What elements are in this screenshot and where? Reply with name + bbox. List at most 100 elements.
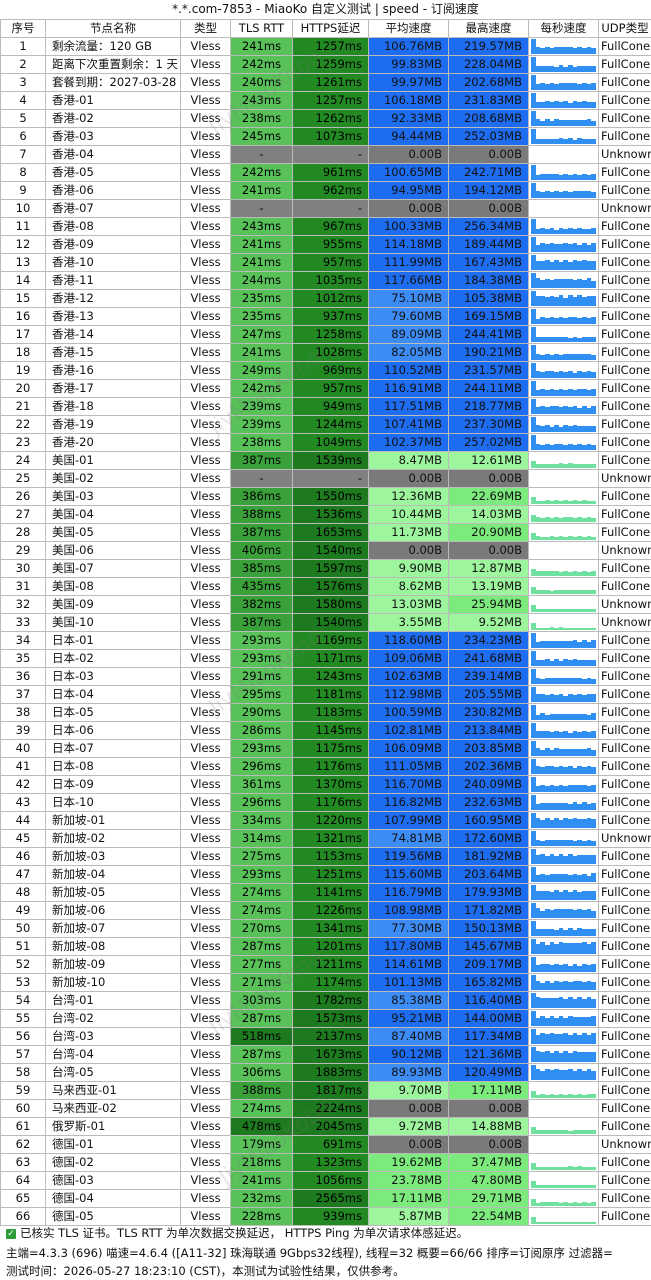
col-header-type[interactable]: 类型: [180, 19, 231, 38]
table-row[interactable]: 10 香港-07 Vless - -0.00B 0.00B Unknown: [0, 199, 651, 218]
table-row[interactable]: 4 香港-01 Vless 243ms 1257ms 106.18MB 231.83MB Fu…: [0, 91, 651, 110]
table-row[interactable]: 15 香港-12 Vless 235ms 1012ms 75.10MB 105.38MB Fu…: [0, 289, 651, 308]
sparkline-bar: [577, 536, 583, 540]
table-row[interactable]: 62 德国-01 Vless 179ms 691ms 0.00B 0.00B Unknown: [0, 1135, 651, 1154]
table-row[interactable]: 17 香港-14 Vless 247ms 1258ms 89.09MB 244.41MB Fu…: [0, 325, 651, 344]
sparkline-bar: [544, 840, 550, 846]
table-row[interactable]: 21 香港-18 Vless 239ms 949ms 117.51MB 218.77MB Fu…: [0, 397, 651, 416]
table-row[interactable]: 54 台湾-01 Vless 303ms 1782ms 85.38MB 116.40MB Fu…: [0, 991, 651, 1010]
col-header-udp[interactable]: UDP类型: [598, 19, 651, 38]
table-row[interactable]: 55 台湾-02 Vless 287ms 1573ms 95.21MB 144.00MB Fu…: [0, 1009, 651, 1028]
cell-node-name: 日本-01: [45, 631, 181, 650]
col-header-max[interactable]: 最高速度: [448, 19, 529, 38]
table-row[interactable]: 11 香港-08 Vless 243ms 967ms 100.33MB 256.34MB Fu…: [0, 217, 651, 236]
table-row[interactable]: 27 美国-04 Vless 388ms 1536ms 10.44MB 14.03MB Ful…: [0, 505, 651, 524]
table-row[interactable]: 44 新加坡-01 Vless 334ms 1220ms 107.99MB 160.95MB…: [0, 811, 651, 830]
table-row[interactable]: 61 俄罗斯-01 Vless 478ms 2045ms 9.72MB 14.88MB Ful…: [0, 1117, 651, 1136]
table-row[interactable]: 30 美国-07 Vless 385ms 1597ms 9.90MB 12.87MB Full…: [0, 559, 651, 578]
table-row[interactable]: 31 美国-08 Vless 435ms 1576ms 8.62MB 13.19MB Full…: [0, 577, 651, 596]
table-row[interactable]: 59 马来西亚-01 Vless 388ms 1817ms 9.70MB 17.11MB Fu…: [0, 1081, 651, 1100]
table-row[interactable]: 60 马来西亚-02 Vless 274ms 2224ms 0.00B 0.00B FullC…: [0, 1099, 651, 1118]
sparkline-bar: [591, 337, 596, 342]
table-row[interactable]: 37 日本-04 Vless 295ms 1181ms 112.98MB 205.55MB F…: [0, 685, 651, 704]
table-row[interactable]: 7 香港-04 Vless - -0.00B 0.00B Unknown: [0, 145, 651, 164]
table-row[interactable]: 34 日本-01 Vless 293ms 1169ms 118.60MB 234.23MB F…: [0, 631, 651, 650]
table-row[interactable]: 52 新加坡-09 Vless 277ms 1211ms 114.61MB 209.17MB…: [0, 955, 651, 974]
table-row[interactable]: 29 美国-06 Vless 406ms 1540ms 0.00B 0.00B Unknown: [0, 541, 651, 560]
table-row[interactable]: 32 美国-09 Vless 382ms 1580ms 13.03MB 25.94MB Unk…: [0, 595, 651, 614]
table-row[interactable]: 53 新加坡-10 Vless 271ms 1174ms 101.13MB 165.82MB…: [0, 973, 651, 992]
table-row[interactable]: 14 香港-11 Vless 244ms 1035ms 117.66MB 184.38MB F…: [0, 271, 651, 290]
table-row[interactable]: 43 日本-10 Vless 296ms 1176ms 116.82MB 232.63MB F…: [0, 793, 651, 812]
sparkline-bar: [558, 840, 564, 846]
table-row[interactable]: 20 香港-17 Vless 242ms 957ms 116.91MB 244.11MB Fu…: [0, 379, 651, 398]
table-row[interactable]: 51 新加坡-08 Vless 287ms 1201ms 117.80MB 145.67MB…: [0, 937, 651, 956]
table-row[interactable]: 64 德国-03 Vless 241ms 1056ms 23.78MB 47.80MB Ful…: [0, 1171, 651, 1190]
table-row[interactable]: 33 美国-10 Vless 387ms 1540ms 3.55MB 9.52MB Unkno…: [0, 613, 651, 632]
table-row[interactable]: 13 香港-10 Vless 241ms 957ms 111.99MB 167.43MB Fu…: [0, 253, 651, 272]
table-row[interactable]: 56 台湾-03 Vless 518ms 2137ms 87.40MB 117.34MB Fu…: [0, 1027, 651, 1046]
cell-https-latency: 1597ms: [292, 559, 369, 578]
table-row[interactable]: 38 日本-05 Vless 290ms 1183ms 100.59MB 230.82MB F…: [0, 703, 651, 722]
table-row[interactable]: 63 德国-02 Vless 218ms 1323ms 19.62MB 37.47MB Ful…: [0, 1153, 651, 1172]
table-row[interactable]: 45 新加坡-02 Vless 314ms 1321ms 74.81MB 172.60MB U…: [0, 829, 651, 848]
table-row[interactable]: 3 套餐到期：2027-03-28 Vless 240ms 1261ms 99.97MB 2…: [0, 73, 651, 92]
table-row[interactable]: 9 香港-06 Vless 241ms 962ms 94.95MB 194.12MB Full…: [0, 181, 651, 200]
table-row[interactable]: 57 台湾-04 Vless 287ms 1673ms 90.12MB 121.36MB Fu…: [0, 1045, 651, 1064]
table-row[interactable]: 5 香港-02 Vless 238ms 1262ms 92.33MB 208.68MB Ful…: [0, 109, 651, 128]
cell-tls-rtt: 382ms: [230, 595, 293, 614]
cell-type: Vless: [180, 991, 231, 1010]
col-header-https[interactable]: HTTPS延迟: [292, 19, 369, 38]
table-row[interactable]: 41 日本-08 Vless 296ms 1176ms 111.05MB 202.36MB F…: [0, 757, 651, 776]
cell-per-second-sparkline: [528, 37, 599, 56]
sparkline-bar: [577, 389, 583, 396]
table-row[interactable]: 39 日本-06 Vless 286ms 1145ms 102.81MB 213.84MB F…: [0, 721, 651, 740]
cell-max-speed: 242.71MB: [448, 163, 529, 182]
table-row[interactable]: 42 日本-09 Vless 361ms 1370ms 116.70MB 240.09MB F…: [0, 775, 651, 794]
table-row[interactable]: 23 香港-20 Vless 238ms 1049ms 102.37MB 257.02MB F…: [0, 433, 651, 452]
table-row[interactable]: 48 新加坡-05 Vless 274ms 1141ms 116.79MB 179.93MB…: [0, 883, 651, 902]
cell-node-name: 日本-08: [45, 757, 181, 776]
table-row[interactable]: 36 日本-03 Vless 291ms 1243ms 102.63MB 239.14MB F…: [0, 667, 651, 686]
cell-udp-type: FullCone: [598, 37, 651, 56]
table-row[interactable]: 8 香港-05 Vless 242ms 961ms 100.65MB 242.71MB Ful…: [0, 163, 651, 182]
col-header-name[interactable]: 节点名称: [45, 19, 181, 38]
table-row[interactable]: 49 新加坡-06 Vless 274ms 1226ms 108.98MB 171.82MB…: [0, 901, 651, 920]
sparkline-bar: [540, 1167, 545, 1170]
table-row[interactable]: 66 德国-05 Vless 228ms 939ms 5.87MB 22.54MB FullC…: [0, 1207, 651, 1226]
sparkline-bar: [558, 928, 564, 936]
sparkline-bar: [554, 678, 559, 684]
sparkline-bar: [544, 84, 550, 90]
cell-max-speed: 202.36MB: [448, 757, 529, 776]
sparkline-bar: [544, 1222, 550, 1224]
table-row[interactable]: 47 新加坡-04 Vless 293ms 1251ms 115.60MB 203.64MB…: [0, 865, 651, 884]
col-header-tls[interactable]: TLS RTT: [230, 19, 293, 38]
table-row[interactable]: 12 香港-09 Vless 241ms 955ms 114.18MB 189.44MB Fu…: [0, 235, 651, 254]
table-row[interactable]: 19 香港-16 Vless 249ms 969ms 110.52MB 231.57MB Fu…: [0, 361, 651, 380]
table-row[interactable]: 25 美国-02 Vless - -0.00B 0.00B Unknown: [0, 469, 651, 488]
table-row[interactable]: 24 美国-01 Vless 387ms 1539ms 8.47MB 12.61MB Full…: [0, 451, 651, 470]
table-row[interactable]: 28 美国-05 Vless 387ms 1653ms 11.73MB 20.90MB Ful…: [0, 523, 651, 542]
cell-type: Vless: [180, 901, 231, 920]
sparkline-bar: [572, 537, 578, 540]
col-header-avg[interactable]: 平均速度: [368, 19, 449, 38]
cell-tls-rtt: 277ms: [230, 955, 293, 974]
col-header-index[interactable]: 序号: [0, 19, 46, 38]
table-row[interactable]: 40 日本-07 Vless 293ms 1175ms 106.09MB 203.85MB F…: [0, 739, 651, 758]
table-row[interactable]: 46 新加坡-03 Vless 275ms 1153ms 119.56MB 181.92MB…: [0, 847, 651, 866]
table-row[interactable]: 1 剩余流量：120 GB Vless 241ms 1257ms 106.76MB 219.…: [0, 37, 651, 56]
sparkline-bar: [531, 435, 536, 450]
table-row[interactable]: 2 距离下次重置剩余：1 天 Vless 242ms 1259ms 99.83MB 228.…: [0, 55, 651, 74]
sparkline-bar: [563, 714, 569, 720]
table-row[interactable]: 35 日本-02 Vless 293ms 1171ms 109.06MB 241.68MB F…: [0, 649, 651, 668]
sparkline-bar: [549, 1070, 555, 1080]
table-row[interactable]: 22 香港-19 Vless 239ms 1244ms 107.41MB 237.30MB F…: [0, 415, 651, 434]
table-row[interactable]: 65 德国-04 Vless 232ms 2565ms 17.11MB 29.71MB Ful…: [0, 1189, 651, 1208]
table-row[interactable]: 6 香港-03 Vless 245ms 1073ms 94.44MB 252.03MB Ful…: [0, 127, 651, 146]
table-row[interactable]: 26 美国-03 Vless 386ms 1550ms 12.36MB 22.69MB Ful…: [0, 487, 651, 506]
table-row[interactable]: 50 新加坡-07 Vless 270ms 1341ms 77.30MB 150.13MB F…: [0, 919, 651, 938]
col-header-persec[interactable]: 每秒速度: [528, 19, 599, 38]
table-row[interactable]: 18 香港-15 Vless 241ms 1028ms 82.05MB 190.21MB Fu…: [0, 343, 651, 362]
table-row[interactable]: 16 香港-13 Vless 235ms 937ms 79.60MB 169.15MB Ful…: [0, 307, 651, 326]
table-row[interactable]: 58 台湾-05 Vless 306ms 1883ms 89.93MB 120.49MB Fu…: [0, 1063, 651, 1082]
